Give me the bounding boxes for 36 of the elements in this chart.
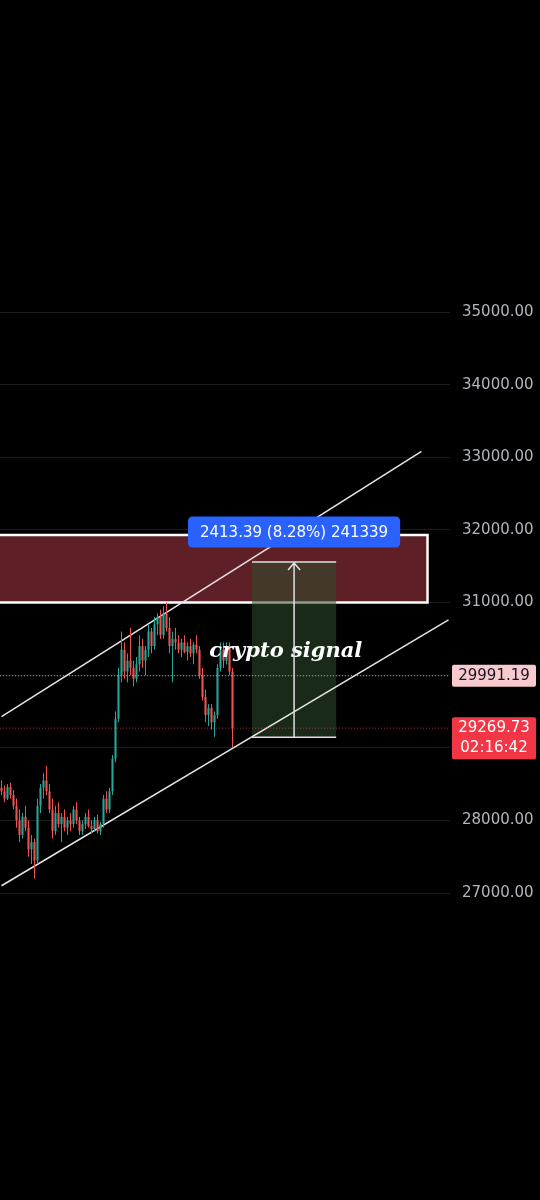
candlestick	[72, 805, 75, 829]
candlestick	[69, 812, 72, 832]
band-label: 2413.39 (8.28%) 241339	[199, 522, 389, 541]
candlestick	[180, 638, 183, 658]
candlestick	[162, 605, 165, 640]
candlestick	[33, 838, 36, 879]
candlestick	[174, 627, 177, 651]
candlestick	[123, 641, 126, 680]
candlestick	[63, 808, 66, 832]
y-tick-label: 35000.00	[462, 301, 534, 320]
candlestick	[60, 812, 63, 843]
candlestick	[186, 641, 189, 662]
candlestick	[153, 616, 156, 651]
candlestick	[207, 703, 210, 727]
candlestick	[54, 805, 57, 836]
candlestick	[66, 816, 69, 836]
ref-line-label: 29991.19	[458, 665, 530, 684]
candlestick	[30, 834, 33, 865]
candlestick	[159, 609, 162, 640]
candlestick	[192, 641, 195, 665]
candlestick	[189, 638, 192, 658]
candlestick	[141, 638, 144, 669]
y-tick-label: 28000.00	[462, 810, 534, 829]
candlestick	[171, 631, 174, 683]
candlestick	[183, 634, 186, 654]
candlestick	[57, 801, 60, 829]
y-tick-label: 27000.00	[462, 882, 534, 901]
y-tick-label: 32000.00	[462, 519, 534, 538]
candlestick	[105, 790, 108, 814]
candlestick	[150, 627, 153, 654]
y-tick-label: 34000.00	[462, 374, 534, 393]
y-tick-label: 31000.00	[462, 592, 534, 611]
candlestick	[21, 812, 24, 840]
y-tick-label: 33000.00	[462, 447, 534, 466]
candlestick	[126, 652, 129, 683]
ref-line-label: 29269.73 02:16:42	[458, 718, 530, 757]
